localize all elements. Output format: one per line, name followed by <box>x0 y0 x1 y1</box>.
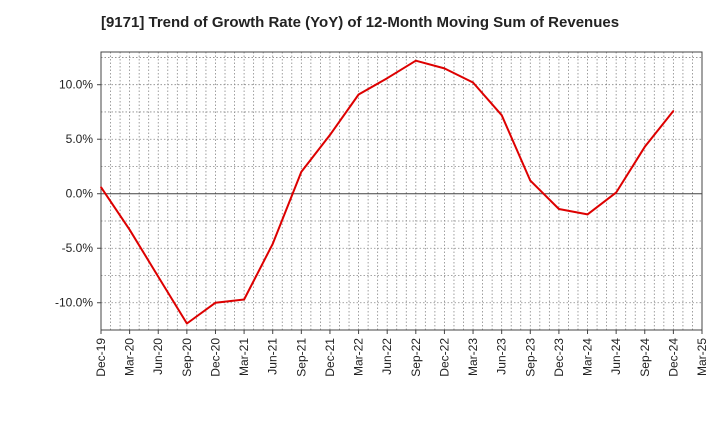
x-tick-label: Jun-22 <box>380 338 394 375</box>
x-tick-label: Sep-22 <box>409 338 423 377</box>
plot-border <box>100 51 703 331</box>
data-point <box>615 191 617 194</box>
data-point <box>529 179 532 182</box>
chart-title: [9171] Trend of Growth Rate (YoY) of 12-… <box>100 14 620 31</box>
x-tick-label: Jun-24 <box>609 338 623 375</box>
data-point <box>329 134 331 136</box>
x-tick-label: Mar-23 <box>466 338 480 376</box>
y-tick-label: 5.0% <box>66 132 94 146</box>
x-tick-label: Sep-24 <box>638 338 652 377</box>
data-point <box>128 228 131 231</box>
data-point <box>186 322 188 325</box>
data-point <box>386 77 388 79</box>
x-tick-label: Dec-19 <box>94 338 108 377</box>
data-point <box>271 243 274 245</box>
data-point <box>214 301 217 304</box>
data-point <box>643 146 646 148</box>
x-tick-label: Mar-21 <box>237 338 251 376</box>
data-point <box>243 298 245 301</box>
x-tick-label: Sep-21 <box>294 338 308 377</box>
data-point <box>100 186 102 188</box>
x-tick-label: Dec-23 <box>552 338 566 377</box>
data-point <box>500 114 503 117</box>
x-tick-label: Mar-20 <box>123 338 137 376</box>
x-tick-label: Sep-23 <box>523 338 537 377</box>
y-tick-label: -10.0% <box>55 296 93 310</box>
x-tick-label: Sep-20 <box>180 338 194 377</box>
data-point <box>443 67 446 70</box>
data-point <box>300 171 303 173</box>
y-tick-label: -5.0% <box>62 241 94 255</box>
data-point <box>415 59 417 62</box>
x-tick-label: Jun-20 <box>151 338 165 375</box>
x-tick-label: Jun-23 <box>495 338 509 375</box>
x-tick-label: Dec-22 <box>437 338 451 377</box>
y-tick-label: 0.0% <box>66 187 94 201</box>
data-point <box>157 275 160 278</box>
data-point <box>672 110 675 112</box>
x-tick-label: Dec-21 <box>323 338 337 377</box>
x-tick-label: Mar-24 <box>581 338 595 376</box>
x-tick-label: Mar-25 <box>695 338 709 376</box>
data-point <box>472 81 474 84</box>
data-point <box>558 208 560 210</box>
x-tick-label: Dec-24 <box>666 338 680 377</box>
data-point <box>586 213 589 216</box>
x-tick-label: Mar-22 <box>352 338 366 376</box>
x-tick-label: Dec-20 <box>208 338 222 377</box>
data-point <box>357 93 360 96</box>
x-tick-label: Jun-21 <box>266 338 280 375</box>
y-tick-label: 10.0% <box>59 78 93 92</box>
